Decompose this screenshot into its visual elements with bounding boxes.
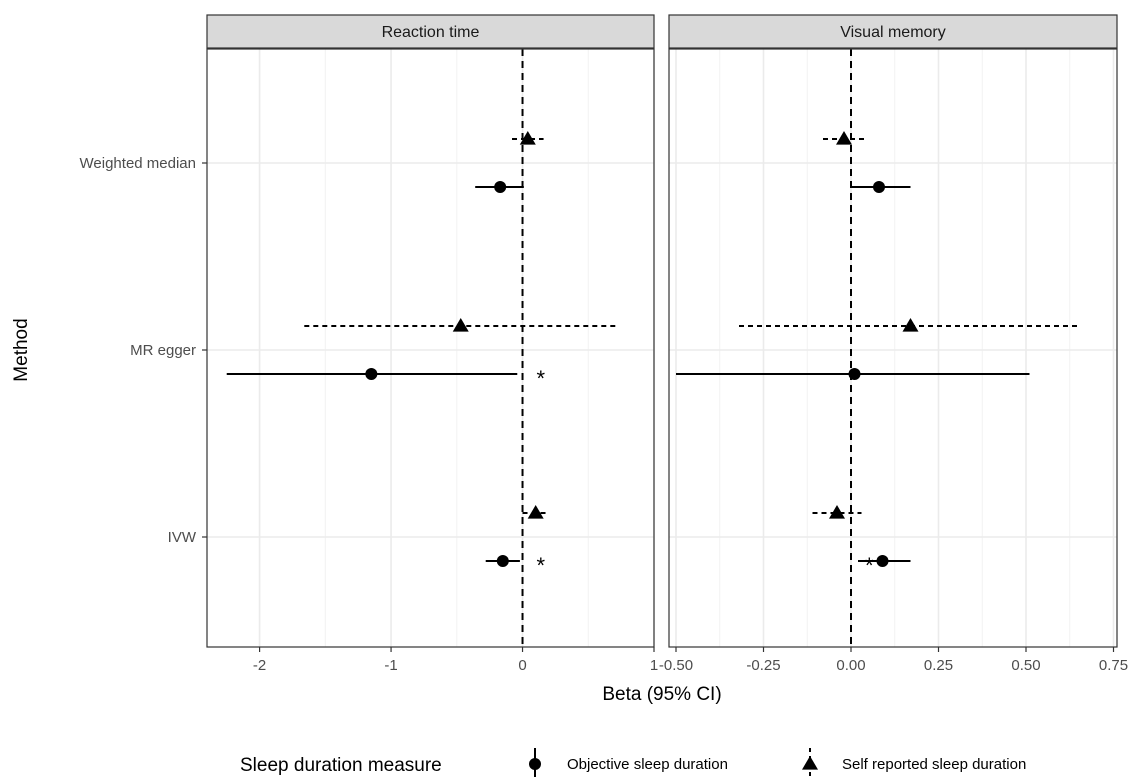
panel-reaction-time: * * Reaction time -2 -1 0 1 bbox=[206, 14, 658, 674]
legend-key-objective bbox=[529, 748, 541, 777]
self-reported-point bbox=[452, 318, 469, 332]
objective-point bbox=[365, 368, 378, 380]
self-reported-point bbox=[829, 505, 845, 519]
x-tick-label: 0.25 bbox=[924, 657, 953, 674]
objective-point bbox=[873, 181, 885, 193]
legend-triangle-marker bbox=[802, 756, 818, 770]
self-reported-point bbox=[836, 131, 852, 145]
panel-background bbox=[207, 49, 654, 647]
x-tick-label: -1 bbox=[384, 657, 397, 674]
legend-label: Self reported sleep duration bbox=[842, 756, 1026, 773]
panel-background bbox=[669, 49, 1117, 647]
self-reported-point bbox=[902, 318, 919, 332]
y-tick-label: Weighted median bbox=[80, 155, 196, 172]
self-reported-point bbox=[527, 505, 544, 519]
x-tick-label: -0.50 bbox=[659, 657, 693, 674]
legend-circle-marker bbox=[529, 758, 541, 770]
x-tick-label: 0.50 bbox=[1011, 657, 1040, 674]
self-reported-point bbox=[519, 131, 536, 145]
x-tick-label: 0.75 bbox=[1099, 657, 1128, 674]
panel-border bbox=[206, 48, 655, 648]
panel-visual-memory: * Visual memory -0.50 -0.25 0.00 0.25 0.50 0.75 bbox=[659, 14, 1128, 674]
x-tick-label: -0.25 bbox=[746, 657, 780, 674]
objective-point bbox=[876, 555, 889, 567]
facet-title: Visual memory bbox=[840, 24, 946, 41]
x-tick-label: -2 bbox=[253, 657, 266, 674]
objective-point bbox=[494, 181, 507, 193]
legend-title: Sleep duration measure bbox=[240, 755, 442, 776]
x-tick-label: 1 bbox=[650, 657, 658, 674]
objective-point bbox=[496, 555, 509, 567]
facet-strip bbox=[206, 14, 655, 49]
facet-strip bbox=[668, 14, 1118, 49]
significance-marker: * bbox=[537, 366, 546, 391]
legend-key-self bbox=[802, 748, 818, 777]
x-axis-title: Beta (95% CI) bbox=[602, 684, 721, 705]
objective-point bbox=[848, 368, 861, 380]
x-tick-label: 0 bbox=[518, 657, 526, 674]
y-tick-label: IVW bbox=[168, 529, 197, 546]
significance-marker: * bbox=[537, 553, 546, 578]
facet-title: Reaction time bbox=[382, 24, 480, 41]
legend: Sleep duration measure Objective sleep d… bbox=[240, 748, 1026, 777]
significance-marker: * bbox=[865, 553, 874, 578]
y-tick-label: MR egger bbox=[130, 342, 196, 359]
x-tick-label: 0.00 bbox=[836, 657, 865, 674]
legend-label: Objective sleep duration bbox=[567, 756, 728, 773]
y-axis-title: Method bbox=[11, 318, 32, 381]
panel-border bbox=[668, 48, 1118, 648]
